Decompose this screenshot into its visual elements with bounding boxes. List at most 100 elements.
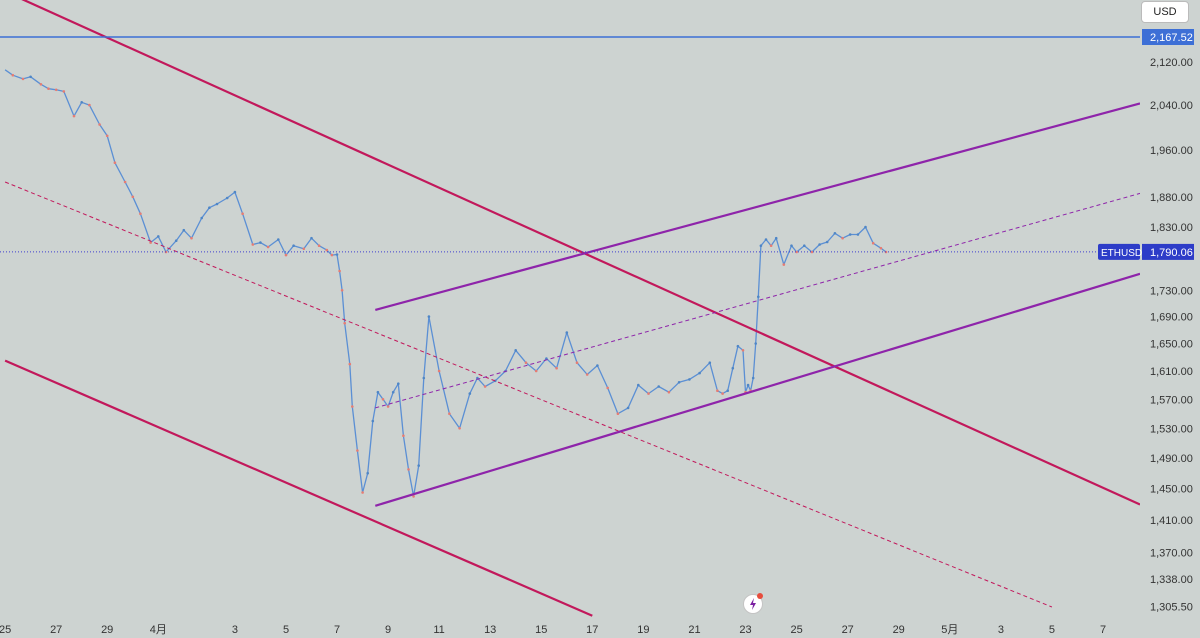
price-point — [871, 241, 875, 245]
x-tick-label: 19 — [637, 624, 649, 636]
y-tick-label: 1,880.00 — [1150, 192, 1193, 204]
price-point — [157, 235, 160, 238]
channel-ascending-upper — [375, 102, 1141, 311]
lightning-icon[interactable] — [743, 593, 763, 614]
y-tick-label: 2,120.00 — [1150, 57, 1193, 69]
x-tick-label: 7 — [334, 624, 340, 636]
price-point — [277, 238, 280, 241]
time-axis — [0, 620, 1140, 638]
y-tick-label: 2,040.00 — [1150, 100, 1193, 112]
price-point — [741, 349, 745, 352]
price-point — [585, 373, 589, 376]
currency-button[interactable]: USD — [1141, 1, 1189, 23]
price-point — [848, 233, 852, 236]
y-tick-label: 1,370.00 — [1150, 547, 1193, 559]
price-point — [310, 236, 313, 240]
x-tick-label: 3 — [998, 624, 1004, 636]
price-point — [565, 331, 569, 334]
price-point — [782, 263, 786, 266]
price-point — [325, 248, 329, 252]
level-price-label: 2,167.52 — [1150, 32, 1193, 44]
symbol-tag: ETHUSD — [1101, 248, 1142, 259]
price-point — [72, 114, 76, 118]
price-point — [757, 295, 760, 299]
price-point — [448, 412, 451, 416]
price-point — [340, 289, 344, 292]
x-tick-label: 13 — [484, 624, 496, 636]
price-point — [397, 382, 400, 386]
price-point — [402, 434, 405, 438]
x-tick-label: 29 — [101, 624, 113, 636]
price-point — [233, 190, 237, 194]
price-point — [726, 389, 729, 393]
price-point — [225, 196, 229, 200]
price-point — [47, 87, 50, 90]
x-tick-label: 23 — [739, 624, 751, 636]
channel-ascending-lower — [374, 272, 1141, 507]
channel-descending-lower — [4, 359, 593, 617]
price-point — [468, 392, 472, 395]
channel-descending-upper — [21, 0, 1141, 506]
y-tick-label: 1,450.00 — [1150, 484, 1193, 496]
price-point — [606, 386, 609, 390]
price-point — [88, 103, 91, 107]
price-point — [545, 357, 548, 360]
price-point — [113, 161, 117, 164]
price-point — [302, 247, 306, 251]
price-point — [795, 250, 798, 254]
price-point — [746, 383, 750, 387]
price-point — [149, 241, 152, 244]
price-point — [39, 83, 43, 86]
price-point — [698, 371, 701, 375]
price-point — [803, 244, 806, 247]
price-point — [647, 392, 650, 395]
price-point — [371, 419, 375, 423]
x-tick-label: 11 — [433, 624, 444, 636]
price-point — [458, 427, 461, 430]
price-point — [376, 390, 380, 394]
y-tick-label: 1,960.00 — [1150, 145, 1193, 157]
price-point — [266, 245, 270, 249]
price-point — [575, 361, 579, 365]
price-point — [29, 75, 32, 79]
price-point — [825, 240, 829, 244]
current-price-label: 1,790.06 — [1150, 247, 1193, 259]
current-price-box — [1142, 243, 1194, 260]
x-tick-label: 5 — [283, 624, 289, 636]
price-point — [483, 385, 487, 388]
price-point — [688, 378, 691, 381]
price-point — [284, 253, 288, 257]
x-tick-label: 17 — [586, 624, 598, 636]
price-point — [864, 225, 867, 229]
price-point — [412, 495, 415, 498]
price-point — [381, 398, 385, 401]
price-line — [4, 69, 887, 498]
price-point — [391, 390, 395, 394]
x-tick-label: 29 — [893, 624, 905, 636]
price-point — [215, 202, 219, 206]
price-point — [677, 381, 681, 384]
y-tick-label: 1,490.00 — [1150, 453, 1193, 465]
price-point — [759, 244, 763, 247]
price-point — [437, 369, 441, 373]
price-point — [524, 361, 528, 365]
price-point — [105, 134, 109, 138]
price-point — [818, 243, 821, 246]
price-point — [731, 366, 735, 370]
price-point — [667, 390, 671, 394]
price-point — [596, 364, 599, 367]
price-point — [833, 232, 837, 235]
price-point — [841, 236, 844, 240]
x-tick-label: 7 — [1100, 624, 1106, 636]
price-point — [182, 228, 186, 232]
price-point — [751, 376, 755, 380]
price-point — [637, 383, 640, 387]
price-point — [366, 471, 370, 475]
price-point — [790, 244, 793, 247]
price-point — [251, 243, 255, 246]
price-point — [514, 349, 517, 352]
x-tick-label: 5 — [1049, 624, 1055, 636]
price-point — [769, 244, 773, 247]
